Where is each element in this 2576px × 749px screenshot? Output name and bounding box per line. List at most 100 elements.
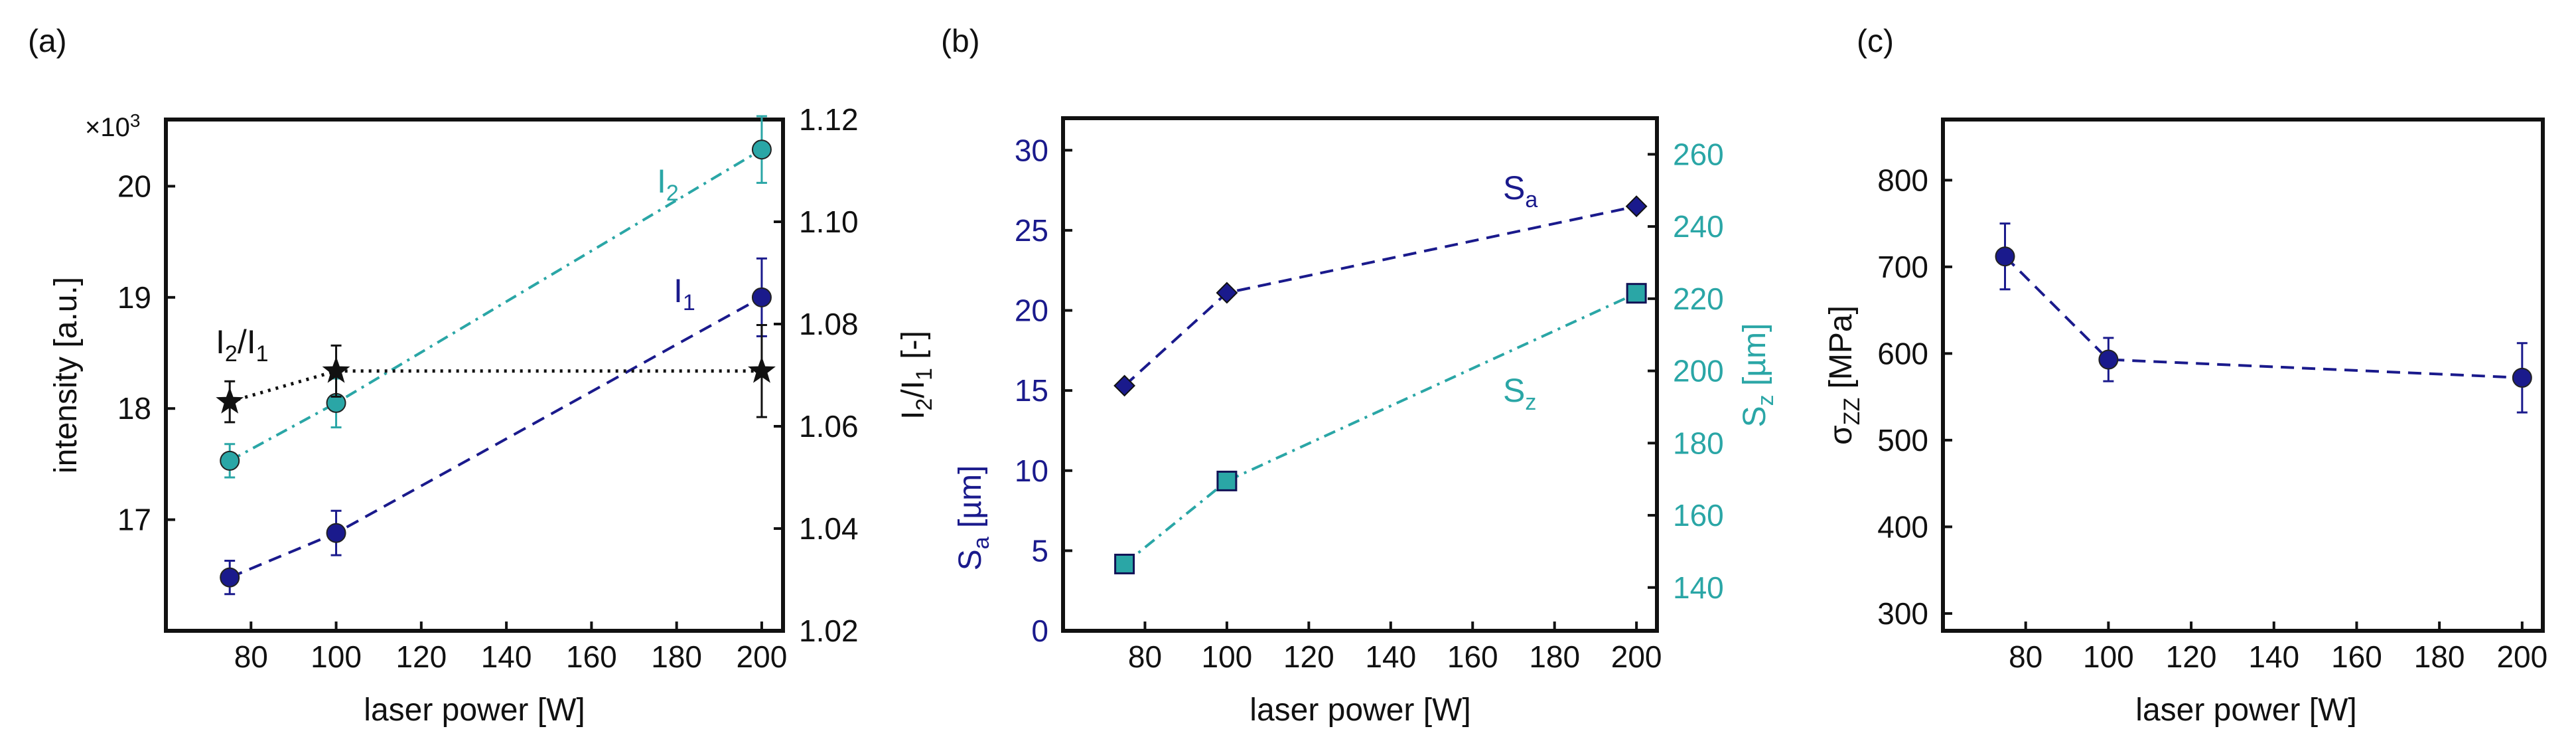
right-tick-label: 140 — [1673, 570, 1724, 605]
right-tick-label: 180 — [1673, 426, 1724, 460]
data-point-sigma_zz — [2512, 367, 2532, 388]
right-tick-label: 160 — [1673, 498, 1724, 533]
right-tick-label: 1.12 — [799, 102, 859, 137]
panel-a-series — [216, 115, 776, 596]
data-point-I2 — [751, 139, 772, 160]
data-point-I1 — [326, 523, 346, 543]
left-tick-label: 20 — [117, 169, 151, 203]
data-point-I2/I1 — [322, 356, 350, 383]
left-tick-label: 10 — [1015, 454, 1048, 488]
panel-a-x-axis-label: laser power [W] — [364, 693, 585, 728]
data-point-Sa — [1216, 282, 1238, 304]
x-tick-label: 160 — [566, 639, 617, 674]
x-tick-label: 100 — [311, 639, 362, 674]
data-point-sigma_zz — [1995, 246, 2015, 267]
panel-a-multiplier: ×103 — [85, 110, 140, 142]
data-point-Sa — [1113, 374, 1136, 397]
data-point-Sz — [1626, 283, 1647, 304]
panel-c: (c) 300 400 500 600 700 800 80 100 120 140 160 180… — [1824, 24, 2547, 728]
panel-b-right-axis-ticks: 140 160 180 200 220 240 260 — [1648, 137, 1724, 605]
left-tick-label: 500 — [1877, 423, 1928, 458]
x-tick-label: 200 — [1611, 639, 1662, 674]
data-point-I2 — [220, 450, 240, 471]
right-tick-label: 1.08 — [799, 307, 859, 341]
x-tick-label: 100 — [2083, 639, 2134, 674]
x-tick-label: 80 — [234, 639, 268, 674]
left-tick-label: 20 — [1015, 293, 1048, 328]
right-tick-label: 1.02 — [799, 614, 859, 648]
x-tick-label: 100 — [1202, 639, 1253, 674]
data-point-I1 — [220, 567, 240, 588]
panel-a: (a) 17 18 19 20 1.02 1.04 1.06 1.08 1.10 1.12 80… — [28, 24, 937, 728]
panel-a-left-axis-ticks: 17 18 19 20 — [117, 169, 175, 537]
x-tick-label: 180 — [651, 639, 702, 674]
panel-b: (b) 0 5 10 15 20 25 30 140 160 180 200 220 240 260 8… — [941, 24, 1778, 728]
data-point-I2/I1 — [748, 356, 776, 383]
left-tick-label: 0 — [1031, 614, 1048, 648]
x-tick-label: 80 — [1128, 639, 1162, 674]
right-tick-label: 1.06 — [799, 409, 859, 444]
series-line-sigma_zz — [2004, 255, 2522, 379]
left-tick-label: 300 — [1877, 596, 1928, 631]
panel-a-left-axis-label: intensity [a.u.] — [48, 277, 84, 473]
panel-c-series — [1995, 222, 2532, 414]
panel-a-right-axis-ticks: 1.02 1.04 1.06 1.08 1.10 1.12 — [774, 102, 859, 648]
right-tick-label: 1.04 — [799, 511, 859, 546]
left-tick-label: 18 — [117, 391, 151, 426]
left-tick-label: 5 — [1031, 533, 1048, 568]
x-tick-label: 80 — [2009, 639, 2042, 674]
panel-a-annotation-ratio: I2/I1 — [216, 323, 269, 367]
left-tick-label: 19 — [117, 280, 151, 315]
panel-b-left-axis-label: Sa [µm] — [953, 465, 994, 571]
panel-a-annotation-i2: I2 — [657, 163, 679, 206]
data-point-Sa — [1625, 195, 1648, 218]
data-point-sigma_zz — [2098, 349, 2119, 370]
x-tick-label: 120 — [1283, 639, 1334, 674]
left-tick-label: 25 — [1015, 213, 1048, 248]
panel-c-frame — [1941, 118, 2545, 633]
left-tick-label: 30 — [1015, 133, 1048, 167]
data-point-I1 — [751, 287, 772, 307]
panel-b-annotation-sa: Sa — [1503, 169, 1538, 212]
x-tick-label: 180 — [1529, 639, 1580, 674]
left-tick-label: 17 — [117, 503, 151, 537]
x-tick-label: 140 — [2248, 639, 2299, 674]
panel-c-left-axis-ticks: 300 400 500 600 700 800 — [1877, 163, 1952, 631]
x-tick-label: 200 — [737, 639, 788, 674]
data-point-Sz — [1216, 470, 1238, 491]
panel-b-label: (b) — [941, 24, 980, 59]
series-line-Sz — [1123, 291, 1637, 565]
series-line-I1 — [229, 296, 762, 579]
left-tick-label: 15 — [1015, 373, 1048, 408]
panel-a-right-axis-label: I2/I1 [-] — [896, 331, 937, 420]
panel-a-x-axis-ticks: 80 100 120 140 160 180 200 — [234, 622, 788, 674]
series-line-I2 — [229, 148, 762, 462]
panel-b-annotation-sz: Sz — [1503, 372, 1536, 415]
panel-a-annotation-i1: I1 — [674, 272, 695, 315]
x-tick-label: 160 — [2331, 639, 2382, 674]
panel-a-frame — [164, 118, 785, 633]
data-point-I2/I1 — [216, 387, 244, 414]
series-line-I2/I1 — [229, 369, 762, 404]
left-tick-label: 600 — [1877, 336, 1928, 371]
panel-c-x-axis-label: laser power [W] — [2135, 693, 2356, 728]
x-tick-label: 120 — [2166, 639, 2217, 674]
panel-b-right-axis-label: Sz [µm] — [1737, 323, 1778, 428]
right-tick-label: 240 — [1673, 209, 1724, 244]
panel-b-series — [1113, 195, 1648, 574]
left-tick-label: 700 — [1877, 250, 1928, 284]
panel-b-left-axis-ticks: 0 5 10 15 20 25 30 — [1015, 133, 1072, 648]
right-tick-label: 260 — [1673, 137, 1724, 171]
data-point-Sz — [1114, 553, 1135, 574]
right-tick-label: 1.10 — [799, 205, 859, 239]
panel-b-x-axis-label: laser power [W] — [1250, 693, 1470, 728]
right-tick-label: 220 — [1673, 282, 1724, 316]
panel-a-label: (a) — [28, 24, 67, 59]
panel-c-label: (c) — [1857, 24, 1894, 59]
x-tick-label: 140 — [1365, 639, 1416, 674]
panel-b-frame — [1061, 116, 1659, 633]
panel-c-x-axis-ticks: 80 100 120 140 160 180 200 — [2009, 622, 2547, 674]
x-tick-label: 180 — [2414, 639, 2465, 674]
x-tick-label: 160 — [1447, 639, 1498, 674]
